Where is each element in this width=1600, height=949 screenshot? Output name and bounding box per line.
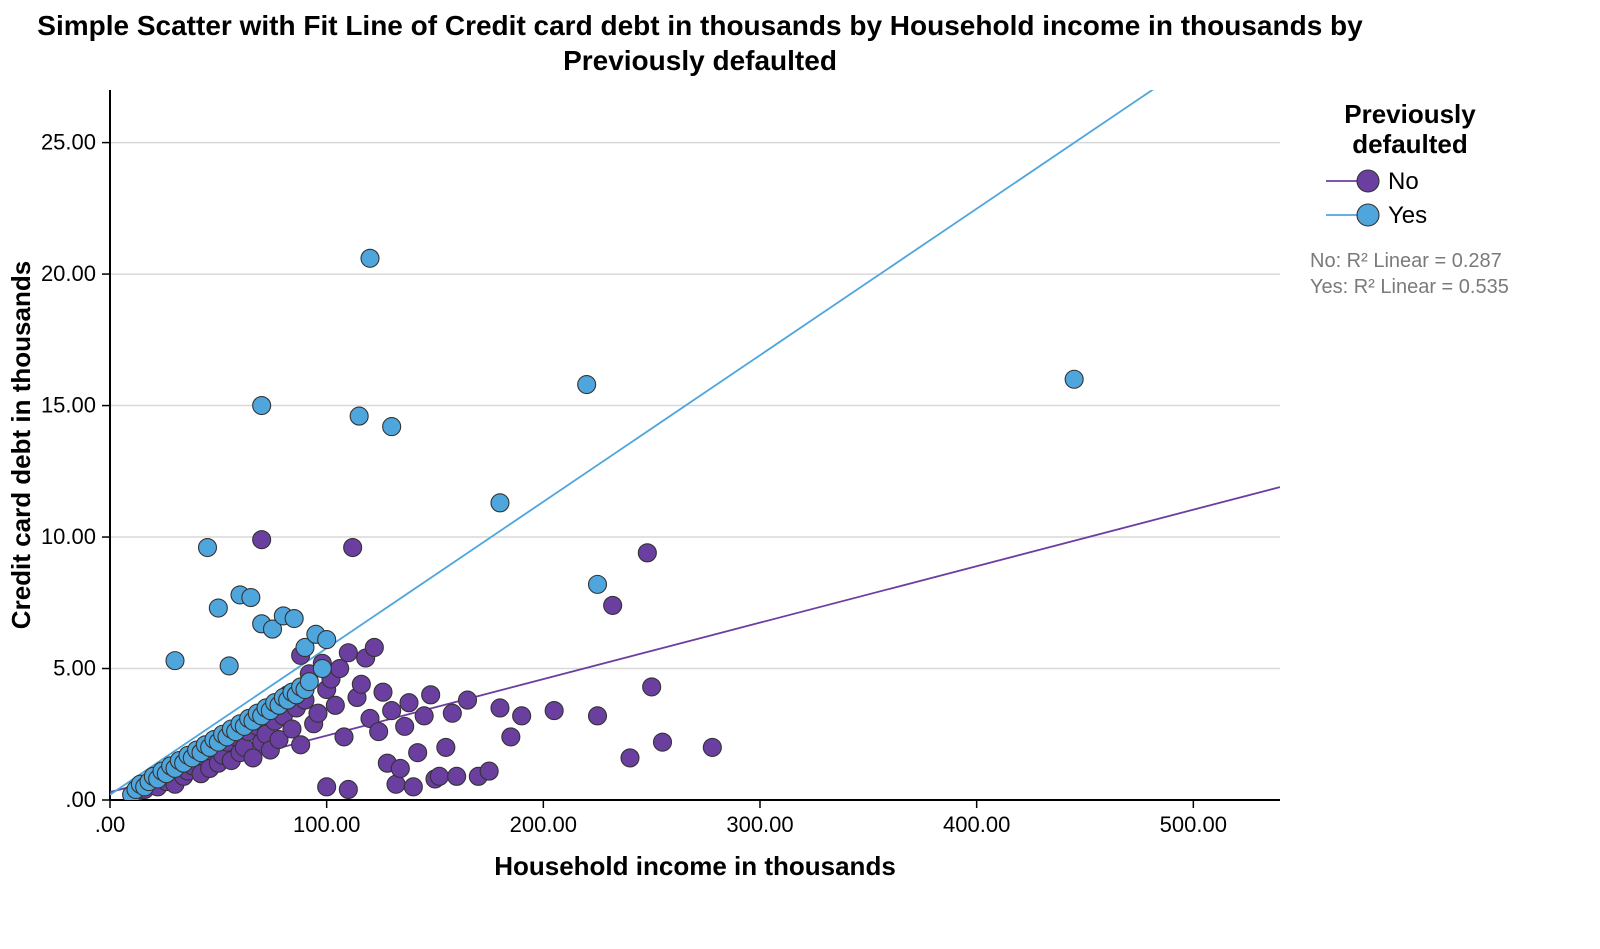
- point-no: [339, 780, 357, 798]
- point-no: [344, 539, 362, 557]
- x-axis-label: Household income in thousands: [494, 851, 896, 881]
- point-no: [491, 699, 509, 717]
- point-yes: [350, 407, 368, 425]
- legend-swatch: [1357, 170, 1379, 192]
- point-no: [374, 683, 392, 701]
- point-yes: [361, 249, 379, 267]
- r2-text: No: R² Linear = 0.287: [1310, 250, 1502, 272]
- point-yes: [300, 673, 318, 691]
- point-no: [331, 660, 349, 678]
- point-no: [283, 720, 301, 738]
- legend-title-line2: defaulted: [1352, 129, 1468, 159]
- xtick-label: 100.00: [293, 812, 360, 837]
- ytick-label: .00: [65, 787, 96, 812]
- point-no: [352, 675, 370, 693]
- point-no: [604, 596, 622, 614]
- legend-swatch: [1357, 204, 1379, 226]
- point-no: [365, 638, 383, 656]
- xtick-label: 200.00: [510, 812, 577, 837]
- scatter-chart: Simple Scatter with Fit Line of Credit c…: [0, 0, 1600, 949]
- legend-label: No: [1388, 168, 1419, 195]
- point-no: [387, 775, 405, 793]
- point-yes: [209, 599, 227, 617]
- chart-title-line2: Previously defaulted: [563, 45, 837, 76]
- point-yes: [589, 575, 607, 593]
- chart-title-line1: Simple Scatter with Fit Line of Credit c…: [37, 10, 1363, 41]
- point-yes: [242, 589, 260, 607]
- point-yes: [285, 610, 303, 628]
- point-no: [370, 723, 388, 741]
- point-no: [589, 707, 607, 725]
- point-no: [253, 531, 271, 549]
- point-no: [383, 702, 401, 720]
- point-yes: [253, 397, 271, 415]
- point-no: [244, 749, 262, 767]
- r2-text: Yes: R² Linear = 0.535: [1310, 276, 1509, 298]
- point-no: [339, 644, 357, 662]
- point-no: [292, 736, 310, 754]
- point-no: [513, 707, 531, 725]
- point-no: [480, 762, 498, 780]
- legend-title-line1: Previously: [1344, 99, 1476, 129]
- point-yes: [220, 657, 238, 675]
- point-no: [443, 704, 461, 722]
- point-no: [415, 707, 433, 725]
- point-yes: [166, 652, 184, 670]
- xtick-label: 300.00: [726, 812, 793, 837]
- xtick-label: 500.00: [1160, 812, 1227, 837]
- xtick-label: 400.00: [943, 812, 1010, 837]
- point-no: [326, 696, 344, 714]
- point-yes: [199, 539, 217, 557]
- point-yes: [491, 494, 509, 512]
- point-no: [318, 778, 336, 796]
- y-axis-label: Credit card debt in thousands: [6, 261, 36, 629]
- ytick-label: 10.00: [41, 524, 96, 549]
- point-no: [437, 738, 455, 756]
- point-no: [391, 759, 409, 777]
- point-no: [502, 728, 520, 746]
- point-no: [545, 702, 563, 720]
- ytick-label: 15.00: [41, 393, 96, 418]
- point-yes: [1065, 370, 1083, 388]
- point-no: [409, 744, 427, 762]
- point-no: [335, 728, 353, 746]
- point-no: [638, 544, 656, 562]
- ytick-label: 20.00: [41, 261, 96, 286]
- point-no: [309, 704, 327, 722]
- point-yes: [578, 376, 596, 394]
- point-no: [703, 738, 721, 756]
- point-no: [396, 717, 414, 735]
- point-no: [422, 686, 440, 704]
- xtick-label: .00: [95, 812, 126, 837]
- point-no: [430, 767, 448, 785]
- ytick-label: 25.00: [41, 130, 96, 155]
- ytick-label: 5.00: [53, 656, 96, 681]
- point-no: [621, 749, 639, 767]
- point-no: [654, 733, 672, 751]
- point-yes: [318, 631, 336, 649]
- point-yes: [383, 418, 401, 436]
- point-no: [400, 694, 418, 712]
- point-no: [404, 778, 422, 796]
- point-no: [459, 691, 477, 709]
- point-no: [448, 767, 466, 785]
- legend-label: Yes: [1388, 202, 1427, 229]
- chart-svg: Simple Scatter with Fit Line of Credit c…: [0, 0, 1600, 949]
- point-no: [643, 678, 661, 696]
- point-yes: [313, 660, 331, 678]
